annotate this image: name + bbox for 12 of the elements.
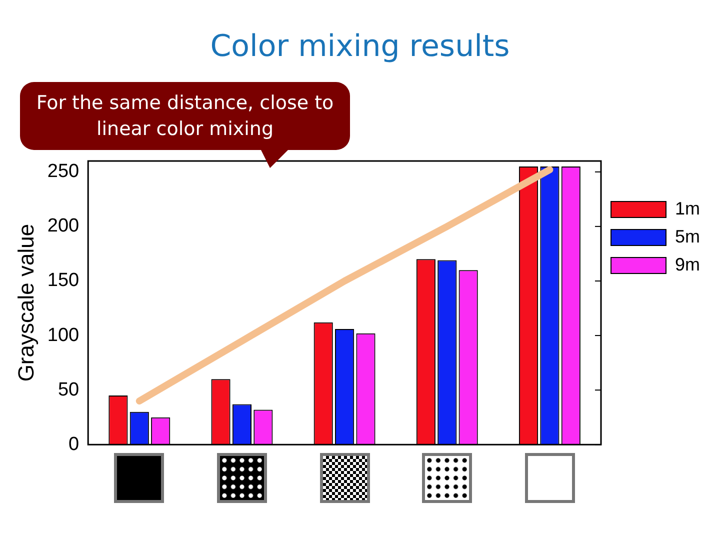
text: For the same distance, close to linear color mixing: [20, 82, 350, 150]
y-tick-label: 100: [47, 324, 80, 346]
legend-label: 9m: [674, 254, 700, 274]
y-tick-label: 50: [58, 379, 80, 400]
y-tick-label: 250: [47, 161, 80, 182]
y-tick-label: 200: [47, 216, 80, 237]
legend-label: 5m: [674, 226, 700, 246]
chart-title: Color mixing results: [210, 28, 510, 64]
y-axis-title: Grayscale value: [13, 224, 38, 382]
legend-label: 1m: [674, 198, 700, 218]
y-tick-label: 150: [47, 270, 80, 292]
y-tick-label: 0: [68, 434, 80, 455]
